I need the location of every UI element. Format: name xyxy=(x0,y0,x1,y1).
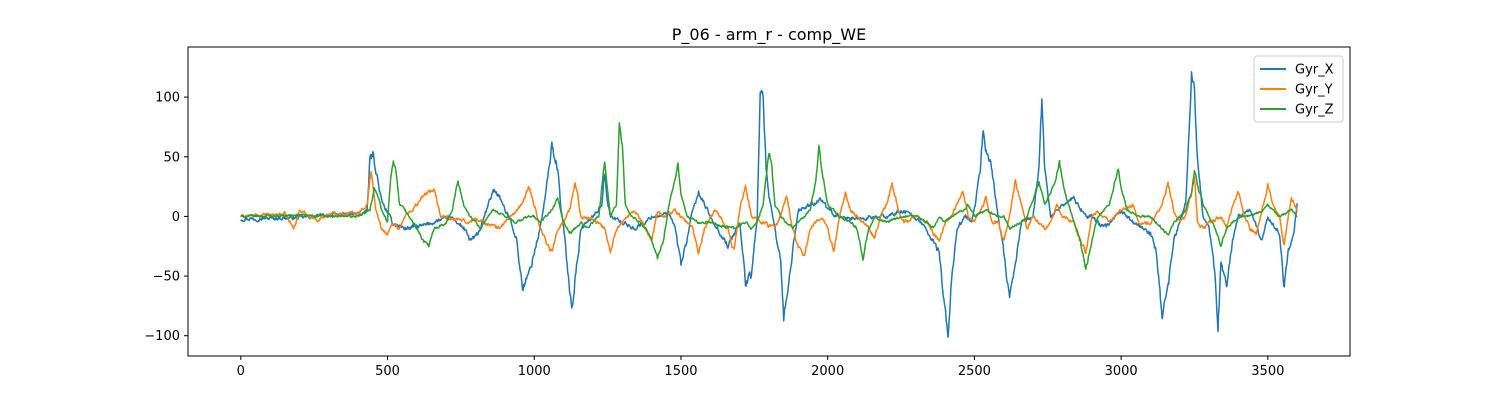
x-tick-label: 3000 xyxy=(1105,364,1138,379)
y-tick-label: 100 xyxy=(155,91,180,106)
series-group xyxy=(240,71,1298,338)
y-tick-label: 50 xyxy=(163,150,180,165)
y-tick-label: −100 xyxy=(144,329,180,344)
x-tick-label: 1500 xyxy=(664,364,697,379)
legend-label: Gyr_Y xyxy=(1295,83,1333,98)
series-line-gyr-z xyxy=(240,122,1298,270)
legend-box xyxy=(1253,55,1344,123)
x-tick-label: 2500 xyxy=(958,364,991,379)
y-tick-label: −50 xyxy=(153,270,180,285)
plot-frame xyxy=(187,46,1351,357)
legend-label: Gyr_Z xyxy=(1295,103,1334,118)
series-line-gyr-y xyxy=(240,170,1298,257)
y-axis: −100 −50 0 50 100 xyxy=(144,91,188,344)
legend: Gyr_X Gyr_Y Gyr_Z xyxy=(1253,55,1344,123)
x-tick-label: 2000 xyxy=(811,364,844,379)
x-axis: 0 500 1000 1500 2000 2500 3000 3500 xyxy=(237,356,1284,379)
legend-label: Gyr_X xyxy=(1295,63,1334,78)
y-tick-label: 0 xyxy=(172,210,180,225)
x-tick-label: 1000 xyxy=(518,364,551,379)
x-tick-label: 500 xyxy=(375,364,400,379)
x-tick-label: 3500 xyxy=(1251,364,1284,379)
x-tick-label: 0 xyxy=(237,364,245,379)
chart-title: P_06 - arm_r - comp_WE xyxy=(672,25,866,45)
